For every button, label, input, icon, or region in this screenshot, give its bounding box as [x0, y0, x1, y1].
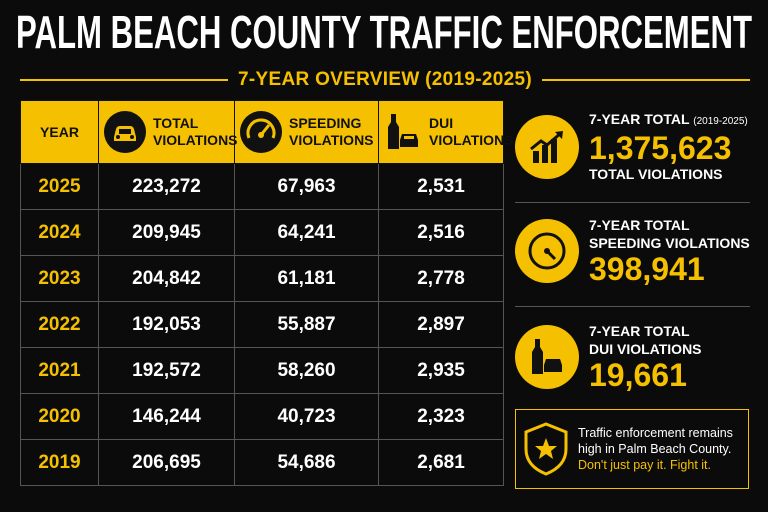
header-row: YEAR TOTAL VIOLATIONS SPEEDING VIOLATION… [20, 100, 514, 164]
column-label: YEAR [40, 124, 79, 140]
column-header: YEAR [20, 100, 99, 164]
value-cell: 146,244 [98, 393, 235, 440]
separator [515, 306, 750, 307]
value-cell: 209,945 [98, 209, 235, 256]
separator [515, 202, 750, 203]
card-label: 7-YEAR TOTAL [589, 111, 690, 127]
value-cell: 2,681 [378, 439, 504, 486]
value-cell: 64,241 [234, 209, 379, 256]
gauge-icon [515, 219, 579, 283]
subtitle-row: 7-YEAR OVERVIEW (2019-2025) [20, 68, 751, 92]
column-label: SPEEDING VIOLATIONS [289, 115, 374, 148]
card-label: 7-YEAR TOTAL [589, 323, 690, 339]
car-icon [104, 111, 146, 153]
card-sublabel: SPEEDING VIOLATIONS [589, 235, 750, 251]
card-value: 1,375,623 [589, 130, 732, 166]
value-cell: 223,272 [98, 163, 235, 210]
card-note: (2019-2025) [693, 116, 748, 127]
year-cell: 2022 [20, 301, 99, 348]
value-cell: 192,572 [98, 347, 235, 394]
dui-icon [515, 325, 579, 389]
column-label: DUI VIOLATIONS [429, 115, 514, 148]
table-row: 2023 204,842 61,181 2,778 [20, 255, 504, 302]
value-cell: 40,723 [234, 393, 379, 440]
value-cell: 2,935 [378, 347, 504, 394]
dui-icon [388, 114, 418, 149]
year-cell: 2020 [20, 393, 99, 440]
value-cell: 2,897 [378, 301, 504, 348]
callout-highlight: Don't just pay it. Fight it. [578, 458, 711, 472]
value-cell: 58,260 [234, 347, 379, 394]
table-row: 2020 146,244 40,723 2,323 [20, 393, 504, 440]
rule [20, 79, 229, 81]
callout-text: Traffic enforcement remains high in Palm… [578, 426, 733, 456]
year-cell: 2025 [20, 163, 99, 210]
violations-table: YEAR TOTAL VIOLATIONS SPEEDING VIOLATION… [20, 100, 514, 486]
value-cell: 204,842 [98, 255, 235, 302]
table-row: 2022 192,053 55,887 2,897 [20, 301, 504, 348]
value-cell: 67,963 [234, 163, 379, 210]
table-row: 2025 223,272 67,963 2,531 [20, 163, 504, 210]
rule [541, 79, 751, 81]
value-cell: 2,531 [378, 163, 504, 210]
summary-card: 7-YEAR TOTAL DUI VIOLATIONS 19,661 [515, 322, 750, 392]
column-header: TOTAL VIOLATIONS [98, 100, 238, 164]
year-cell: 2023 [20, 255, 99, 302]
value-cell: 61,181 [234, 255, 379, 302]
column-label: TOTAL VIOLATIONS [153, 115, 238, 148]
year-cell: 2019 [20, 439, 99, 486]
value-cell: 2,323 [378, 393, 504, 440]
value-cell: 206,695 [98, 439, 235, 486]
column-header: DUI VIOLATIONS [378, 100, 514, 164]
callout: Traffic enforcement remains high in Palm… [515, 409, 749, 489]
summary-card: 7-YEAR TOTAL (2019-2025) 1,375,623 TOTAL… [515, 110, 750, 183]
subtitle: 7-YEAR OVERVIEW (2019-2025) [238, 69, 532, 90]
value-cell: 55,887 [234, 301, 379, 348]
card-sublabel: DUI VIOLATIONS [589, 341, 702, 357]
table-body: 2025 223,272 67,963 2,531 2024 209,945 64,241 2… [20, 163, 504, 486]
year-cell: 2024 [20, 209, 99, 256]
value-cell: 2,516 [378, 209, 504, 256]
chart-icon [515, 114, 579, 179]
table-row: 2024 209,945 64,241 2,516 [20, 209, 504, 256]
card-label: 7-YEAR TOTAL [589, 217, 690, 233]
column-header: SPEEDING VIOLATIONS [234, 100, 379, 164]
year-cell: 2021 [20, 347, 99, 394]
value-cell: 2,778 [378, 255, 504, 302]
value-cell: 54,686 [234, 439, 379, 486]
title: PALM BEACH COUNTY TRAFFIC ENFORCEMENT [16, 6, 752, 58]
table-row: 2021 192,572 58,260 2,935 [20, 347, 504, 394]
table-row: 2019 206,695 54,686 2,681 [20, 439, 504, 486]
value-cell: 192,053 [98, 301, 235, 348]
card-value: 19,661 [589, 357, 687, 393]
shield-icon [524, 422, 568, 476]
card-value: 398,941 [589, 251, 705, 287]
summary-card: 7-YEAR TOTAL SPEEDING VIOLATIONS 398,941 [515, 216, 750, 286]
card-sublabel: TOTAL VIOLATIONS [589, 166, 723, 182]
gauge-icon [240, 111, 282, 153]
title-box: PALM BEACH COUNTY TRAFFIC ENFORCEMENT [16, 6, 752, 58]
